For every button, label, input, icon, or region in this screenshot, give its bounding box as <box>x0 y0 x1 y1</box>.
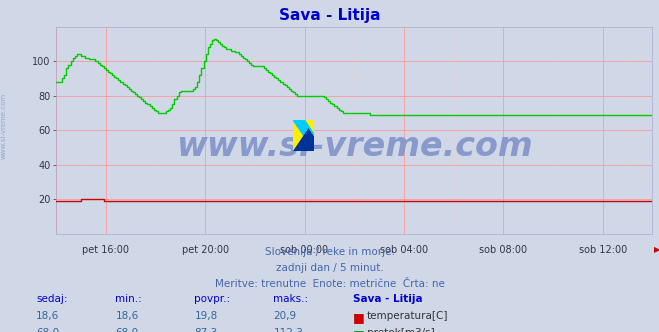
Text: sob 00:00: sob 00:00 <box>281 245 329 255</box>
Text: www.si-vreme.com: www.si-vreme.com <box>1 93 7 159</box>
Text: min.:: min.: <box>115 294 142 304</box>
Text: maks.:: maks.: <box>273 294 308 304</box>
Text: Slovenija / reke in morje.: Slovenija / reke in morje. <box>264 247 395 257</box>
Text: Sava - Litija: Sava - Litija <box>353 294 422 304</box>
Polygon shape <box>293 120 314 151</box>
Text: pet 16:00: pet 16:00 <box>82 245 129 255</box>
Text: ■: ■ <box>353 311 364 324</box>
Polygon shape <box>293 120 314 151</box>
Text: Meritve: trenutne  Enote: metrične  Črta: ne: Meritve: trenutne Enote: metrične Črta: … <box>215 279 444 289</box>
Text: www.si-vreme.com: www.si-vreme.com <box>176 130 532 163</box>
Text: povpr.:: povpr.: <box>194 294 231 304</box>
Text: 112,3: 112,3 <box>273 328 303 332</box>
Polygon shape <box>304 120 314 135</box>
Text: ▶: ▶ <box>654 245 659 254</box>
Polygon shape <box>304 120 314 135</box>
Text: zadnji dan / 5 minut.: zadnji dan / 5 minut. <box>275 263 384 273</box>
Text: Sava - Litija: Sava - Litija <box>279 8 380 23</box>
Text: pretok[m3/s]: pretok[m3/s] <box>367 328 435 332</box>
Text: 19,8: 19,8 <box>194 311 217 321</box>
Text: sob 08:00: sob 08:00 <box>479 245 527 255</box>
Text: 18,6: 18,6 <box>36 311 59 321</box>
Text: sob 12:00: sob 12:00 <box>579 245 627 255</box>
Text: sedaj:: sedaj: <box>36 294 68 304</box>
Polygon shape <box>293 120 314 151</box>
Text: pet 20:00: pet 20:00 <box>181 245 229 255</box>
Text: sob 04:00: sob 04:00 <box>380 245 428 255</box>
Text: temperatura[C]: temperatura[C] <box>367 311 449 321</box>
Text: 68,0: 68,0 <box>115 328 138 332</box>
Text: 68,0: 68,0 <box>36 328 59 332</box>
Text: ■: ■ <box>353 328 364 332</box>
Text: 87,3: 87,3 <box>194 328 217 332</box>
Text: 20,9: 20,9 <box>273 311 297 321</box>
Text: 18,6: 18,6 <box>115 311 138 321</box>
